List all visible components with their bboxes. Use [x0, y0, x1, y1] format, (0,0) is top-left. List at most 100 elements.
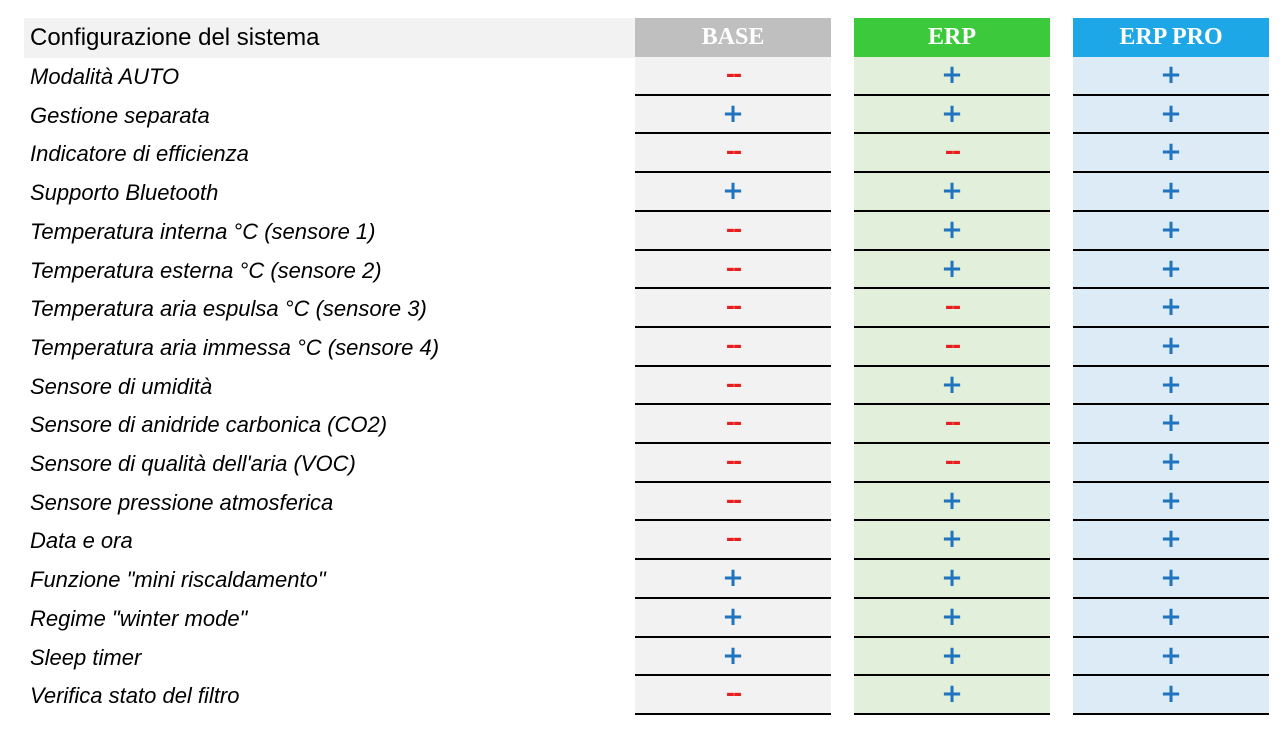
row-separator — [1073, 403, 1269, 406]
row-separator — [854, 596, 1050, 599]
row-separator — [854, 248, 1050, 251]
column-background-1 — [854, 57, 1050, 715]
column-background-2 — [1073, 57, 1269, 715]
row-separator — [1073, 596, 1269, 599]
row-separator — [1073, 93, 1269, 96]
feature-included-mark: + — [1160, 408, 1182, 439]
row-separator — [1073, 287, 1269, 290]
feature-included-mark: + — [1160, 601, 1182, 632]
feature-label: Verifica stato del filtro — [30, 683, 240, 709]
row-separator — [1073, 558, 1269, 561]
row-separator — [635, 596, 831, 599]
row-separator — [1073, 674, 1269, 677]
feature-excluded-mark: -- — [725, 140, 742, 166]
feature-label: Temperatura esterna °C (sensore 2) — [30, 257, 382, 283]
row-separator — [635, 287, 831, 290]
feature-included-mark: + — [1160, 253, 1182, 284]
feature-excluded-mark: -- — [944, 333, 961, 359]
title-bar — [24, 18, 635, 58]
feature-included-mark: + — [941, 60, 963, 90]
row-separator — [635, 442, 831, 444]
row-separator — [635, 712, 831, 715]
table-title: Configurazione del sistema — [30, 24, 320, 51]
feature-label: Funzione "mini riscaldamento" — [30, 567, 326, 593]
feature-included-mark: + — [722, 640, 744, 671]
row-separator — [854, 325, 1050, 328]
feature-excluded-mark: -- — [725, 217, 742, 243]
row-separator — [854, 674, 1050, 677]
row-separator — [1073, 635, 1269, 638]
feature-label: Modalità AUTO — [30, 64, 180, 89]
row-separator — [854, 209, 1050, 212]
feature-included-mark: + — [1160, 137, 1182, 168]
row-separator — [1073, 132, 1269, 135]
feature-included-mark: + — [941, 214, 963, 245]
feature-excluded-mark: -- — [725, 372, 742, 398]
feature-label: Temperatura interna °C (sensore 1) — [30, 218, 376, 244]
row-separator — [1073, 712, 1269, 715]
row-separator — [854, 171, 1050, 174]
feature-label: Temperatura aria espulsa °C (sensore 3) — [30, 296, 427, 322]
feature-included-mark: + — [1160, 640, 1182, 671]
row-separator — [635, 519, 831, 522]
row-separator — [1073, 209, 1269, 212]
feature-included-mark: + — [1160, 98, 1182, 129]
row-separator — [854, 442, 1050, 444]
feature-excluded-mark: -- — [944, 411, 961, 437]
row-separator — [1073, 325, 1269, 328]
feature-included-mark: + — [722, 563, 744, 594]
row-separator — [854, 519, 1050, 522]
feature-label: Sensore di anidride carbonica (CO2) — [30, 412, 388, 438]
feature-excluded-mark: -- — [944, 140, 961, 166]
feature-included-mark: + — [1160, 214, 1182, 245]
row-separator — [635, 364, 831, 367]
row-separator — [635, 93, 831, 96]
feature-included-mark: + — [941, 98, 963, 129]
feature-included-mark: + — [941, 485, 963, 516]
feature-included-mark: + — [941, 253, 963, 284]
column-background-0 — [635, 57, 831, 715]
feature-excluded-mark: -- — [944, 450, 961, 475]
row-separator — [1073, 519, 1269, 522]
row-separator — [635, 674, 831, 677]
feature-label: Sensore di qualità dell'aria (VOC) — [30, 451, 356, 476]
feature-included-mark: + — [722, 176, 744, 207]
feature-included-mark: + — [941, 640, 963, 671]
row-separator — [854, 132, 1050, 135]
column-header: ERP PRO — [1073, 18, 1269, 57]
feature-label: Supporto Bluetooth — [30, 180, 219, 206]
feature-excluded-mark: -- — [725, 333, 742, 359]
feature-label: Data e ora — [30, 528, 133, 554]
row-separator — [635, 635, 831, 638]
row-separator — [1073, 171, 1269, 174]
feature-included-mark: + — [722, 98, 744, 129]
row-separator — [635, 403, 831, 406]
feature-included-mark: + — [1160, 679, 1182, 710]
feature-label: Sensore di umidità — [30, 373, 213, 399]
row-separator — [635, 558, 831, 561]
feature-excluded-mark: -- — [725, 527, 742, 553]
feature-included-mark: + — [1160, 524, 1182, 555]
feature-excluded-mark: -- — [725, 256, 742, 282]
feature-included-mark: + — [941, 563, 963, 594]
feature-excluded-mark: -- — [725, 411, 742, 437]
feature-excluded-mark: -- — [725, 295, 742, 321]
feature-included-mark: + — [941, 524, 963, 555]
feature-label: Sleep timer — [30, 644, 142, 670]
feature-excluded-mark: -- — [725, 488, 742, 514]
feature-included-mark: + — [1160, 563, 1182, 594]
feature-excluded-mark: -- — [725, 63, 742, 88]
feature-excluded-mark: -- — [725, 450, 742, 475]
feature-included-mark: + — [941, 369, 963, 400]
row-separator — [854, 558, 1050, 561]
row-separator — [635, 248, 831, 251]
row-separator — [854, 364, 1050, 367]
feature-label: Indicatore di efficienza — [30, 141, 249, 167]
column-header: ERP — [854, 18, 1050, 57]
feature-label: Sensore pressione atmosferica — [30, 489, 334, 515]
feature-included-mark: + — [1160, 292, 1182, 323]
feature-included-mark: + — [941, 601, 963, 632]
row-separator — [635, 171, 831, 174]
feature-included-mark: + — [1160, 176, 1182, 207]
